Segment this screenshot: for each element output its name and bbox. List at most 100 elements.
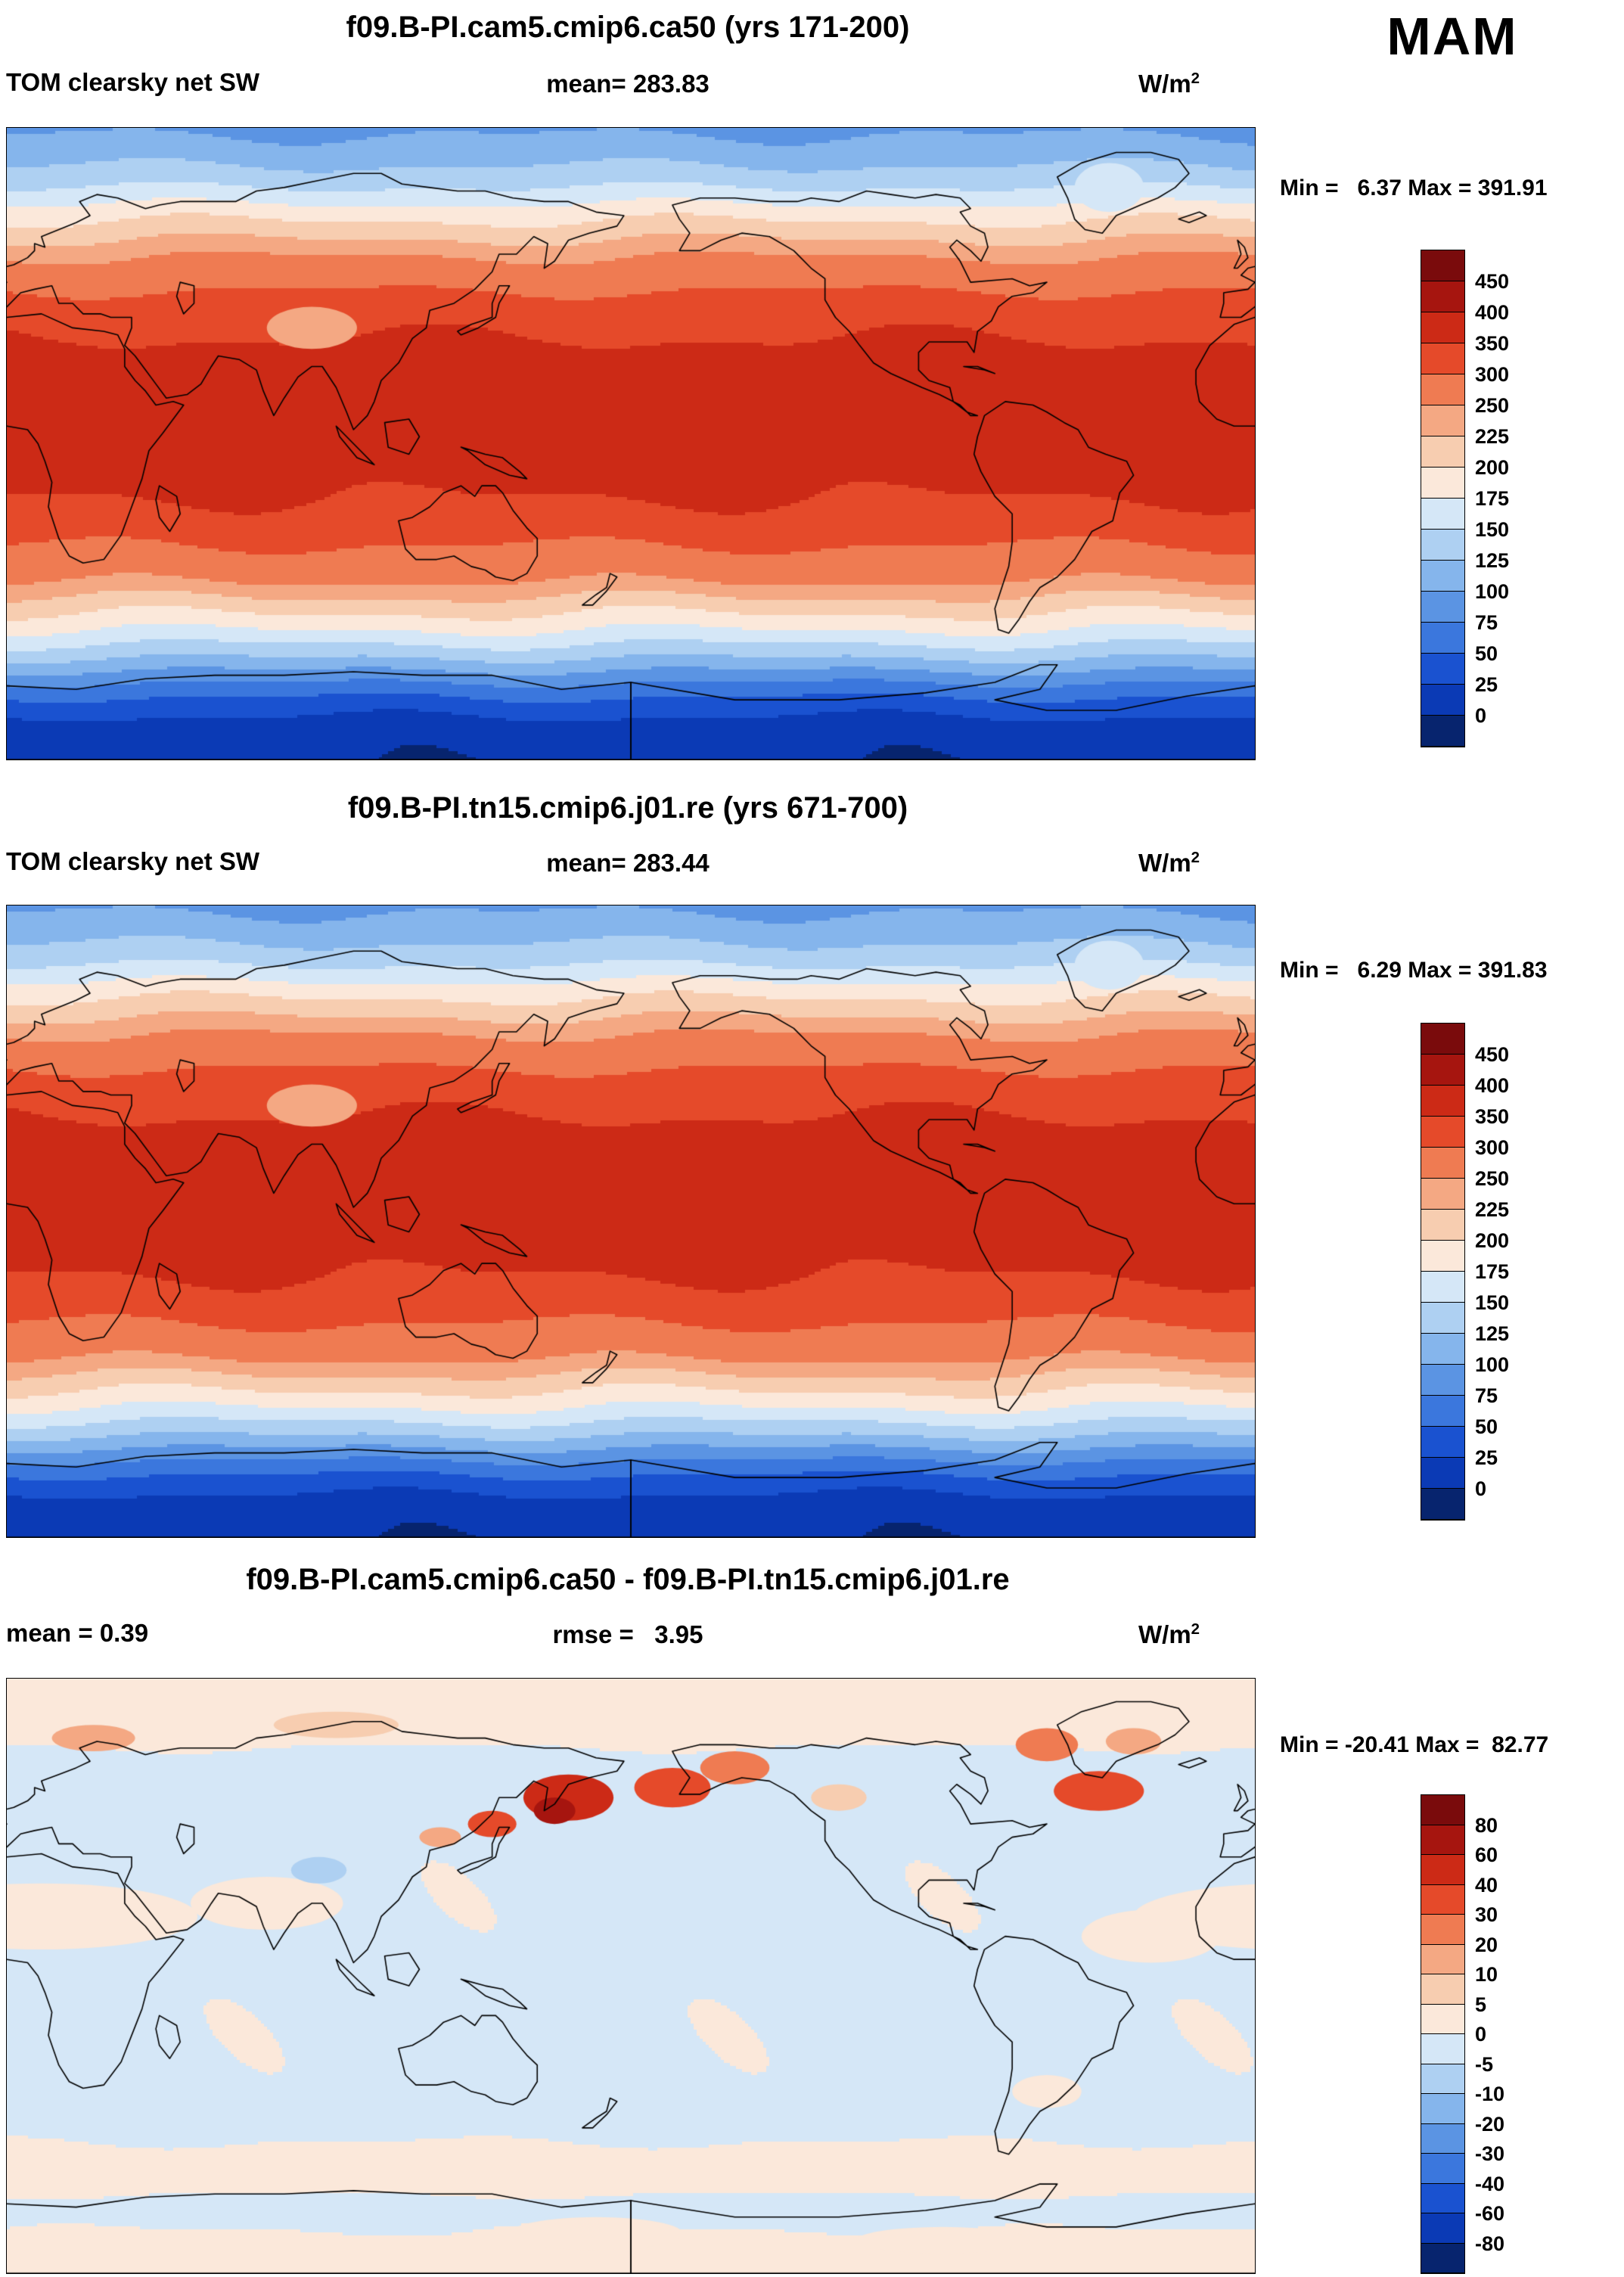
- colorbar-cell: [1421, 592, 1464, 623]
- colorbar-tick-label: 250: [1475, 394, 1510, 417]
- colorbar-cell: [1421, 2154, 1464, 2184]
- colorbar-cell: [1421, 654, 1464, 685]
- colorbar-cell: [1421, 1055, 1464, 1086]
- colorbar-tick-label: 25: [1475, 673, 1498, 696]
- panel-2-title: f09.B-PI.tn15.cmip6.j01.re (yrs 671-700): [347, 791, 908, 825]
- colorbar-tick-label: 125: [1475, 1322, 1510, 1345]
- colorbar-cell: [1421, 436, 1464, 468]
- colorbar-cell: [1421, 2004, 1464, 2034]
- colorbar-tick-label: 150: [1475, 518, 1510, 541]
- colorbar-cell: [1421, 1365, 1464, 1396]
- map-canvas-diff: [6, 1678, 1256, 2274]
- panel-2-variable-label: TOM clearsky net SW: [6, 847, 260, 875]
- colorbar-cell: [1421, 1825, 1464, 1855]
- colorbar-cell: [1421, 2183, 1464, 2213]
- colorbar-cell: [1421, 685, 1464, 716]
- panel-1-units-label: W/m2: [1138, 70, 1200, 98]
- colorbar-tick-label: -10: [1475, 2083, 1505, 2105]
- colorbar-cell: [1421, 1303, 1464, 1334]
- colorbar-cell: [1421, 1489, 1464, 1520]
- colorbar-tick-label: 200: [1475, 456, 1510, 479]
- colorbar-cell: [1421, 1241, 1464, 1272]
- colorbar-cell: [1421, 1458, 1464, 1489]
- colorbar-cell: [1421, 530, 1464, 561]
- colorbar-tick-label: 50: [1475, 1415, 1498, 1438]
- colorbar-cell: [1421, 405, 1464, 436]
- colorbar-cell: [1421, 2123, 1464, 2154]
- map-canvas-case1: [6, 127, 1256, 760]
- colorbar-cell: [1421, 2213, 1464, 2244]
- panel-3-mean-value: mean = 0.39: [6, 1619, 149, 1647]
- colorbar-cell: [1421, 1334, 1464, 1365]
- colorbar-tick-label: 350: [1475, 1105, 1510, 1128]
- colorbar-tick-label: 250: [1475, 1167, 1510, 1190]
- colorbar-tick-label: 20: [1475, 1933, 1498, 1956]
- colorbar-cell: [1421, 1086, 1464, 1117]
- colorbar-tick-label: 5: [1475, 1993, 1487, 2016]
- colorbar-tick-label: -20: [1475, 2112, 1505, 2136]
- panel-1-variable-label: TOM clearsky net SW: [6, 68, 260, 96]
- panel-2-minmax-label: Min = 6.29 Max = 391.83: [1280, 958, 1548, 983]
- colorbar-tick-label: 125: [1475, 549, 1510, 572]
- colorbar-cell: [1421, 716, 1464, 747]
- colorbar-cell: [1421, 2243, 1464, 2273]
- colorbar-cell: [1421, 1210, 1464, 1241]
- colorbar-cell: [1421, 1944, 1464, 1974]
- map-canvas-case2: [6, 905, 1256, 1538]
- colorbar-cell: [1421, 1855, 1464, 1885]
- colorbar-tick-label: -40: [1475, 2172, 1505, 2195]
- colorbar-tick-label: 300: [1475, 363, 1510, 386]
- colorbar-tick-label: 175: [1475, 1260, 1510, 1283]
- colorbar-tick-label: 400: [1475, 301, 1510, 324]
- colorbar-case2: 450 400 350 300 250 225 200 175 150 125 100 75 50 25 0: [1421, 1023, 1509, 1521]
- colorbar-cell: [1421, 623, 1464, 654]
- season-label: MAM: [1386, 7, 1518, 66]
- panel-1-minmax-label: Min = 6.37 Max = 391.91: [1280, 176, 1548, 200]
- colorbar-cell: [1421, 1179, 1464, 1210]
- colorbar-diff: 80 60 40 30 20 10 5 0 -5 -10 -20 -30 -40 -60 -80: [1421, 1794, 1504, 2274]
- colorbar-tick-label: 350: [1475, 332, 1510, 355]
- colorbar-tick-label: 400: [1475, 1074, 1510, 1097]
- colorbar-tick-label: 10: [1475, 1963, 1498, 1986]
- colorbar-tick-label: 150: [1475, 1291, 1510, 1314]
- panel-2-units-label: W/m2: [1138, 849, 1200, 877]
- colorbar-cell: [1421, 1884, 1464, 1915]
- colorbar-tick-label: 100: [1475, 580, 1510, 603]
- panel-3-title: f09.B-PI.cam5.cmip6.ca50 - f09.B-PI.tn15…: [246, 1563, 1010, 1596]
- colorbar-cell: [1421, 1974, 1464, 2005]
- colorbar-tick-label: 450: [1475, 270, 1510, 293]
- colorbar-tick-label: 25: [1475, 1446, 1498, 1469]
- colorbar-cell: [1421, 1915, 1464, 1945]
- colorbar-tick-label: 75: [1475, 1384, 1498, 1407]
- colorbar-cell: [1421, 312, 1464, 343]
- colorbar-tick-label: 300: [1475, 1136, 1510, 1159]
- colorbar-tick-label: -5: [1475, 2052, 1494, 2076]
- colorbar-tick-label: 0: [1475, 2023, 1487, 2046]
- colorbar-cell: [1421, 2094, 1464, 2124]
- colorbar-tick-label: 225: [1475, 425, 1510, 448]
- colorbar-tick-label: 200: [1475, 1229, 1510, 1252]
- colorbar-cell: [1421, 343, 1464, 374]
- panel-3-rmse-value: rmse = 3.95: [552, 1620, 703, 1648]
- colorbar-tick-label: -60: [1475, 2202, 1505, 2225]
- colorbar-cell: [1421, 250, 1464, 281]
- colorbar-tick-label: 175: [1475, 487, 1510, 510]
- colorbar-tick-label: 50: [1475, 642, 1498, 665]
- colorbar-cell: [1421, 1024, 1464, 1055]
- colorbar-case1: 450 400 350 300 250 225 200 175 150 125 100 75 50 25 0: [1421, 250, 1509, 747]
- colorbar-tick-label: 100: [1475, 1353, 1510, 1376]
- panel-1-mean-value: mean= 283.83: [546, 70, 710, 98]
- panel-1-title: f09.B-PI.cam5.cmip6.ca50 (yrs 171-200): [346, 11, 910, 44]
- colorbar-cell: [1421, 1427, 1464, 1458]
- colorbar-tick-label: 0: [1475, 704, 1487, 727]
- colorbar-cell: [1421, 1272, 1464, 1303]
- colorbar-tick-label: 225: [1475, 1198, 1510, 1221]
- colorbar-cell: [1421, 499, 1464, 530]
- colorbar-tick-label: 30: [1475, 1903, 1498, 1926]
- colorbar-tick-label: -80: [1475, 2232, 1505, 2255]
- panel-2-mean-value: mean= 283.44: [546, 849, 710, 877]
- colorbar-tick-label: 0: [1475, 1477, 1487, 1500]
- panel-3-minmax-label: Min = -20.41 Max = 82.77: [1280, 1732, 1549, 1757]
- colorbar-cell: [1421, 374, 1464, 405]
